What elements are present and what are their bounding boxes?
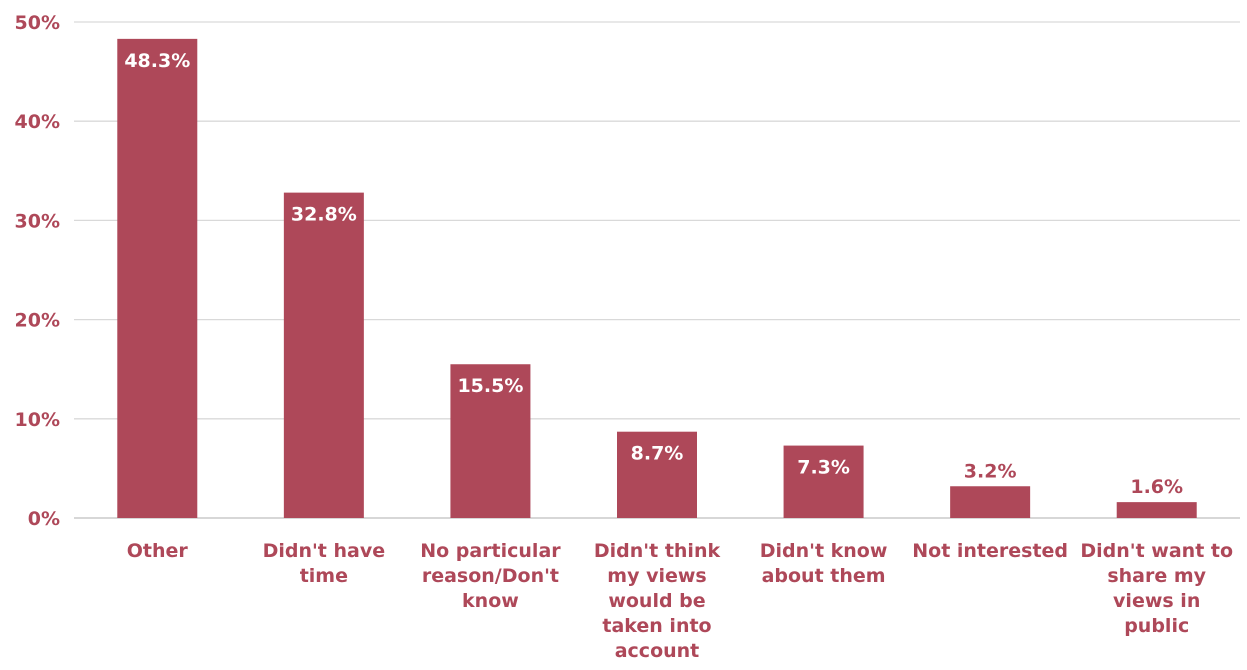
bar bbox=[450, 364, 531, 518]
data-labels: 48.3% 32.8% 15.5% 8.7% 7.3% 3.2% 1.6% bbox=[124, 50, 1183, 498]
category-label-line: share my bbox=[1107, 565, 1206, 587]
bar bbox=[617, 431, 697, 518]
category-label: Didn't think my views would be taken into ac… bbox=[594, 540, 721, 662]
category-label-line: know bbox=[462, 590, 519, 612]
data-label: 15.5% bbox=[457, 375, 523, 397]
category-label-line: would be bbox=[608, 590, 705, 612]
y-tick-label: 30% bbox=[15, 210, 60, 232]
data-label: 7.3% bbox=[797, 457, 850, 479]
category-label-line: reason/Don't bbox=[422, 565, 559, 587]
bar bbox=[950, 486, 1031, 518]
y-tick-label: 10% bbox=[15, 409, 60, 431]
bars bbox=[117, 38, 1197, 518]
category-label-line: about them bbox=[762, 565, 886, 587]
category-label: No particular reason/Don't know bbox=[420, 540, 561, 612]
category-label-line: Didn't know bbox=[760, 540, 888, 562]
category-label: Didn't know about them bbox=[760, 540, 888, 587]
category-label: Other bbox=[127, 540, 189, 562]
category-label-line: account bbox=[615, 640, 700, 662]
bar bbox=[283, 192, 364, 518]
y-tick-label: 0% bbox=[28, 508, 60, 530]
category-label: Not interested bbox=[912, 540, 1068, 562]
category-label-line: time bbox=[300, 565, 348, 587]
category-label-line: Didn't think bbox=[594, 540, 721, 562]
y-tick-label: 40% bbox=[15, 111, 60, 133]
category-label-line: views in bbox=[1113, 590, 1200, 612]
y-axis-ticks: 0% 10% 20% 30% 40% 50% bbox=[15, 12, 60, 530]
bar bbox=[117, 38, 198, 518]
category-label-line: my views bbox=[607, 565, 706, 587]
category-label-line: Other bbox=[127, 540, 189, 562]
category-label-line: Didn't have bbox=[263, 540, 386, 562]
gridlines bbox=[74, 21, 1240, 519]
category-label-line: taken into bbox=[602, 615, 711, 637]
category-label-line: Not interested bbox=[912, 540, 1068, 562]
category-label-line: Didn't want to bbox=[1080, 540, 1233, 562]
data-label: 1.6% bbox=[1130, 476, 1183, 498]
data-label: 48.3% bbox=[124, 50, 190, 72]
category-label: Didn't have time bbox=[263, 540, 386, 587]
data-label: 32.8% bbox=[291, 204, 357, 226]
y-tick-label: 50% bbox=[15, 12, 60, 34]
bar bbox=[783, 445, 864, 518]
category-label: Didn't want to share my views in public bbox=[1080, 540, 1233, 637]
category-label-line: No particular bbox=[420, 540, 561, 562]
category-label-line: public bbox=[1124, 615, 1189, 637]
bar bbox=[1116, 502, 1197, 518]
y-tick-label: 20% bbox=[15, 310, 60, 332]
data-label: 8.7% bbox=[631, 443, 684, 465]
data-label: 3.2% bbox=[964, 460, 1017, 482]
x-axis-categories: Other Didn't have time No particular reason/… bbox=[127, 540, 1233, 662]
